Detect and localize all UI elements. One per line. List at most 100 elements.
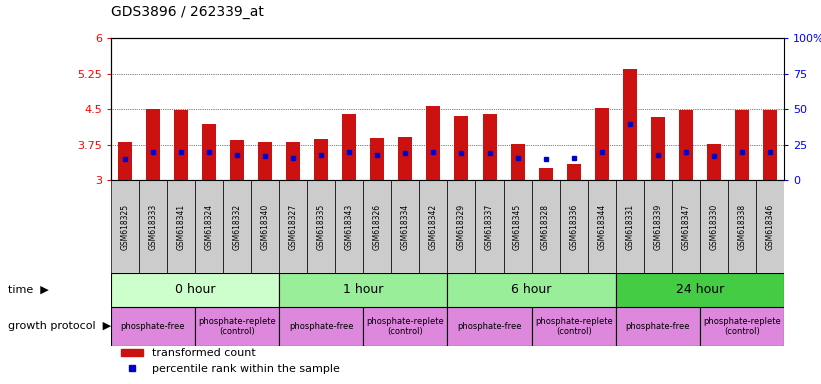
FancyBboxPatch shape <box>195 307 279 346</box>
FancyBboxPatch shape <box>475 180 503 273</box>
Text: GSM618345: GSM618345 <box>513 204 522 250</box>
Bar <box>566 164 580 180</box>
Text: GSM618329: GSM618329 <box>457 204 466 250</box>
Bar <box>763 110 777 180</box>
Bar <box>623 69 637 180</box>
FancyBboxPatch shape <box>307 180 335 273</box>
Text: phosphate-replete
(control): phosphate-replete (control) <box>703 317 781 336</box>
Bar <box>230 140 244 180</box>
FancyBboxPatch shape <box>111 273 279 307</box>
FancyBboxPatch shape <box>195 180 223 273</box>
FancyBboxPatch shape <box>420 180 447 273</box>
Text: GSM618342: GSM618342 <box>429 204 438 250</box>
Text: GSM618340: GSM618340 <box>260 204 269 250</box>
Text: GSM618344: GSM618344 <box>597 204 606 250</box>
FancyBboxPatch shape <box>447 307 532 346</box>
Text: GSM618336: GSM618336 <box>569 204 578 250</box>
FancyBboxPatch shape <box>560 180 588 273</box>
FancyBboxPatch shape <box>447 273 616 307</box>
Bar <box>202 124 216 180</box>
Bar <box>342 114 356 180</box>
Text: GSM618333: GSM618333 <box>149 204 158 250</box>
FancyBboxPatch shape <box>644 180 672 273</box>
FancyBboxPatch shape <box>699 180 728 273</box>
Text: phosphate-free: phosphate-free <box>289 322 354 331</box>
Text: GSM618324: GSM618324 <box>204 204 213 250</box>
Text: GSM618346: GSM618346 <box>765 204 774 250</box>
FancyBboxPatch shape <box>672 180 699 273</box>
Bar <box>707 144 721 180</box>
FancyBboxPatch shape <box>728 180 756 273</box>
FancyBboxPatch shape <box>167 180 195 273</box>
Bar <box>539 168 553 180</box>
Bar <box>174 110 188 180</box>
Bar <box>146 109 160 180</box>
Text: GSM618341: GSM618341 <box>177 204 186 250</box>
Text: 0 hour: 0 hour <box>175 283 215 296</box>
Text: GSM618335: GSM618335 <box>317 204 326 250</box>
Text: 24 hour: 24 hour <box>676 283 724 296</box>
Text: GSM618326: GSM618326 <box>373 204 382 250</box>
Text: time  ▶: time ▶ <box>8 285 49 295</box>
Text: phosphate-free: phosphate-free <box>121 322 186 331</box>
Text: phosphate-replete
(control): phosphate-replete (control) <box>198 317 276 336</box>
Bar <box>651 117 665 180</box>
Bar <box>314 139 328 180</box>
Bar <box>287 142 300 180</box>
Text: GSM618331: GSM618331 <box>626 204 635 250</box>
Text: 1 hour: 1 hour <box>343 283 383 296</box>
FancyBboxPatch shape <box>503 180 532 273</box>
Bar <box>118 142 132 180</box>
FancyBboxPatch shape <box>223 180 251 273</box>
Bar <box>370 138 384 180</box>
Text: GSM618347: GSM618347 <box>681 204 690 250</box>
FancyBboxPatch shape <box>447 180 475 273</box>
FancyBboxPatch shape <box>111 307 195 346</box>
Bar <box>679 110 693 180</box>
Bar <box>455 116 469 180</box>
Text: phosphate-replete
(control): phosphate-replete (control) <box>366 317 444 336</box>
Text: phosphate-free: phosphate-free <box>457 322 522 331</box>
FancyBboxPatch shape <box>363 180 392 273</box>
Text: GSM618327: GSM618327 <box>289 204 298 250</box>
Text: GSM618337: GSM618337 <box>485 204 494 250</box>
Text: phosphate-free: phosphate-free <box>626 322 690 331</box>
Text: GSM618330: GSM618330 <box>709 204 718 250</box>
FancyBboxPatch shape <box>588 180 616 273</box>
Text: growth protocol  ▶: growth protocol ▶ <box>8 321 112 331</box>
Bar <box>511 144 525 180</box>
FancyBboxPatch shape <box>392 180 420 273</box>
FancyBboxPatch shape <box>279 180 307 273</box>
Text: GSM618343: GSM618343 <box>345 204 354 250</box>
Bar <box>258 142 272 180</box>
Text: GSM618325: GSM618325 <box>121 204 130 250</box>
Bar <box>426 106 440 180</box>
Text: GSM618338: GSM618338 <box>737 204 746 250</box>
FancyBboxPatch shape <box>111 180 139 273</box>
Text: GSM618328: GSM618328 <box>541 204 550 250</box>
FancyBboxPatch shape <box>532 180 560 273</box>
Bar <box>594 108 608 180</box>
FancyBboxPatch shape <box>251 180 279 273</box>
Text: 6 hour: 6 hour <box>511 283 552 296</box>
FancyBboxPatch shape <box>699 307 784 346</box>
FancyBboxPatch shape <box>616 273 784 307</box>
Text: GSM618334: GSM618334 <box>401 204 410 250</box>
Legend: transformed count, percentile rank within the sample: transformed count, percentile rank withi… <box>117 344 344 379</box>
FancyBboxPatch shape <box>279 307 363 346</box>
Text: GSM618339: GSM618339 <box>654 204 663 250</box>
FancyBboxPatch shape <box>139 180 167 273</box>
Text: GSM618332: GSM618332 <box>232 204 241 250</box>
FancyBboxPatch shape <box>616 307 699 346</box>
Text: GDS3896 / 262339_at: GDS3896 / 262339_at <box>111 5 264 19</box>
FancyBboxPatch shape <box>616 180 644 273</box>
Bar <box>483 114 497 180</box>
FancyBboxPatch shape <box>279 273 447 307</box>
Bar <box>735 110 749 180</box>
FancyBboxPatch shape <box>363 307 447 346</box>
FancyBboxPatch shape <box>335 180 363 273</box>
FancyBboxPatch shape <box>756 180 784 273</box>
Bar <box>398 137 412 180</box>
Text: phosphate-replete
(control): phosphate-replete (control) <box>534 317 612 336</box>
FancyBboxPatch shape <box>532 307 616 346</box>
